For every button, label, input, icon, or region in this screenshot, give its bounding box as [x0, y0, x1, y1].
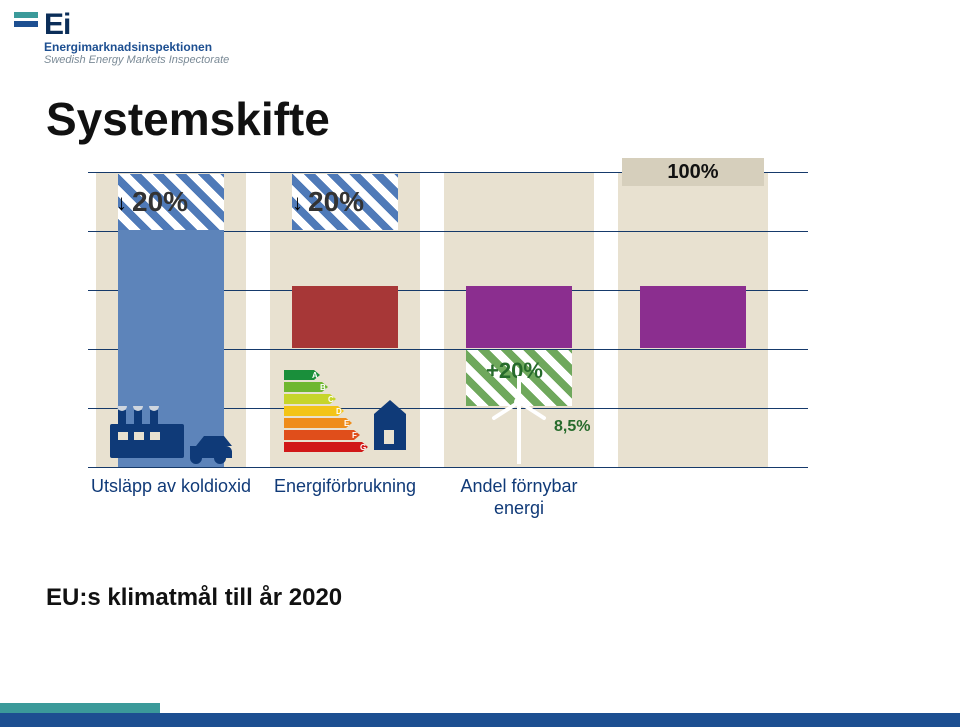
- factory-car-icon: [104, 406, 238, 466]
- svg-text:B: B: [320, 383, 326, 392]
- caption: EU:s klimatmål till år 2020: [46, 584, 342, 612]
- svg-text:D: D: [336, 407, 342, 416]
- consumption-bar: [292, 286, 398, 348]
- renewable-baseline-label: 8,5%: [554, 418, 590, 436]
- logo-brand: Ei: [44, 8, 229, 41]
- xlabel-co2-text: Utsläpp av koldioxid: [91, 476, 251, 496]
- down-arrow-icon: ↓: [116, 190, 127, 216]
- gridline: [88, 467, 808, 468]
- logo-bar-top: [14, 12, 38, 18]
- logo-line2: Swedish Energy Markets Inspectorate: [44, 54, 229, 66]
- logo-bar-bot: [14, 21, 38, 27]
- slide-title: Systemskifte: [46, 92, 330, 146]
- renewable-bar: [466, 286, 572, 348]
- xlabel-renewable: Andel förnybar energi: [434, 476, 604, 519]
- svg-text:F: F: [352, 431, 357, 440]
- logo: Ei Energimarknadsinspektionen Swedish En…: [14, 8, 229, 66]
- footer-bar-teal: [0, 703, 160, 713]
- wind-turbine-icon: [482, 376, 556, 464]
- svg-text:E: E: [344, 419, 350, 428]
- svg-text:G: G: [360, 443, 366, 452]
- plot-area: ↓ 20%: [88, 172, 808, 468]
- consumption-reduction-label: 20%: [308, 186, 364, 218]
- climate-goals-chart: ↓ 20%: [88, 172, 808, 542]
- energy-label-house-icon: A B C D E F G: [284, 370, 406, 462]
- logo-mark: [14, 8, 38, 27]
- xlabel-co2: Utsläpp av koldioxid: [86, 476, 256, 498]
- svg-text:A: A: [312, 371, 318, 380]
- footer-bar-navy: [0, 713, 960, 727]
- col4-bar: [640, 286, 746, 348]
- logo-text: Ei Energimarknadsinspektionen Swedish En…: [44, 8, 229, 66]
- svg-text:C: C: [328, 395, 334, 404]
- badge-100: 100%: [622, 158, 764, 186]
- xlabel-consumption: Energiförbrukning: [260, 476, 430, 498]
- co2-reduction-label: 20%: [132, 186, 188, 218]
- xlabel-consumption-text: Energiförbrukning: [274, 476, 416, 496]
- logo-line1: Energimarknadsinspektionen: [44, 41, 229, 54]
- down-arrow-icon: ↓: [292, 190, 303, 216]
- xlabel-renewable-text: Andel förnybar energi: [460, 476, 577, 518]
- slide-root: Ei Energimarknadsinspektionen Swedish En…: [0, 0, 960, 727]
